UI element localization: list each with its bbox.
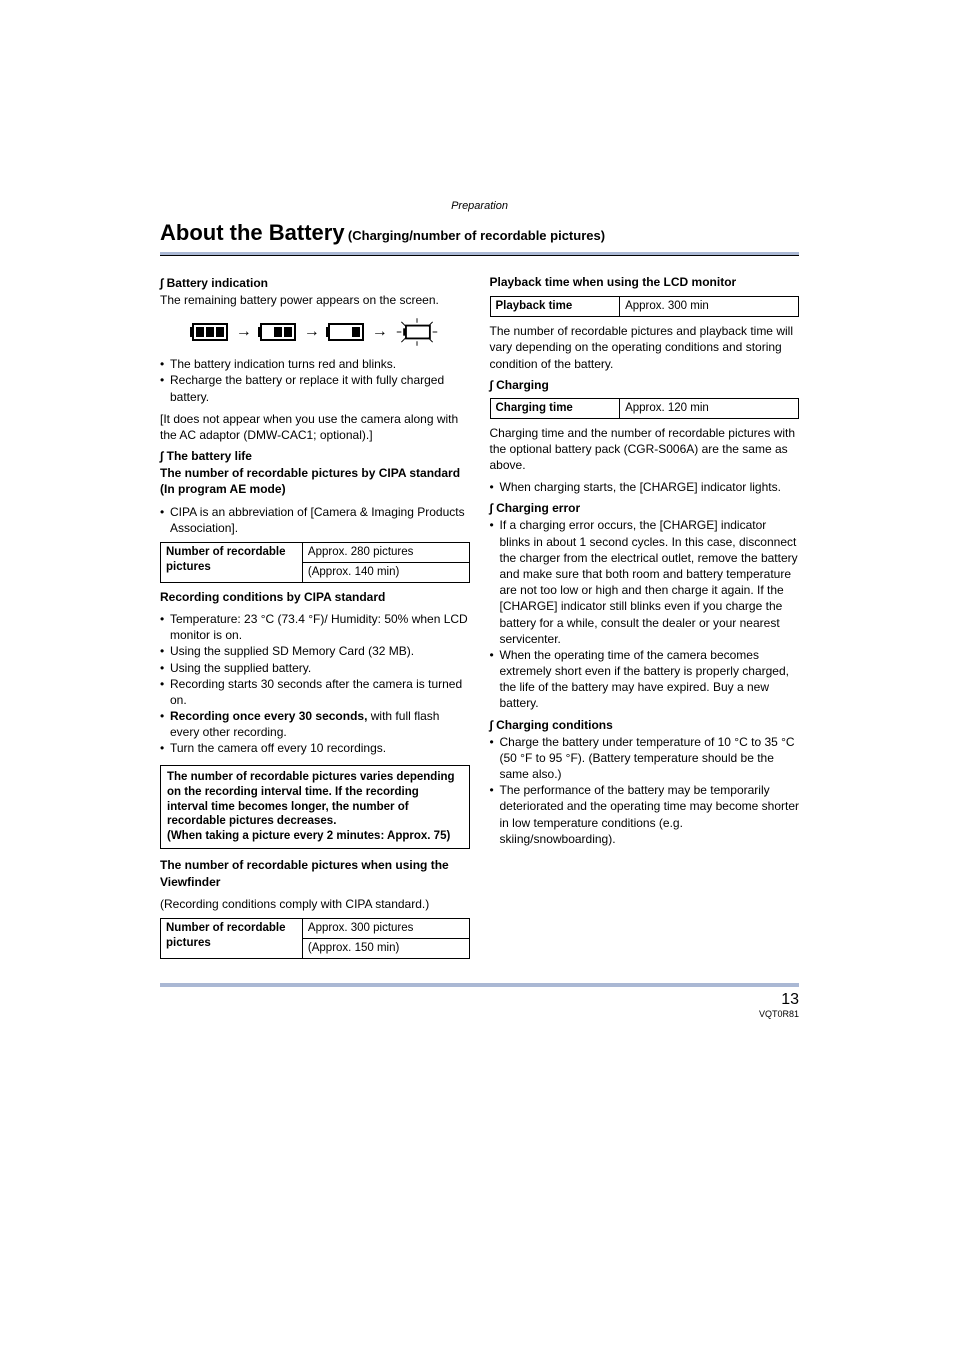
recordable-pictures-table-1: Number of recordable pictures Approx. 28… — [160, 542, 470, 583]
playback-note: The number of recordable pictures and pl… — [490, 323, 800, 372]
battery-one-third-icon — [326, 322, 366, 342]
varies-note-box: The number of recordable pictures varies… — [160, 765, 470, 850]
table-value: Approx. 280 pictures — [302, 542, 469, 562]
battery-indication-intro: The remaining battery power appears on t… — [160, 292, 470, 308]
table-label: Number of recordable pictures — [161, 918, 303, 958]
table-value: Approx. 300 min — [620, 297, 799, 317]
arrow-icon: → — [372, 323, 388, 341]
table-value: Approx. 300 pictures — [302, 918, 469, 938]
battery-life-subhead: The number of recordable pictures by CIP… — [160, 465, 470, 497]
playback-time-table: Playback time Approx. 300 min — [490, 296, 800, 317]
right-column: Playback time when using the LCD monitor… — [490, 272, 800, 965]
heading-charging-error: ∫ Charging error — [490, 501, 800, 515]
page-title: About the Battery (Charging/number of re… — [160, 220, 799, 246]
heading-charging-conditions: ∫ Charging conditions — [490, 718, 800, 732]
heading-battery-indication: ∫ Battery indication — [160, 276, 470, 290]
battery-two-thirds-icon — [258, 322, 298, 342]
viewfinder-sub: (Recording conditions comply with CIPA s… — [160, 896, 470, 912]
title-rule — [160, 252, 799, 256]
battery-indication-note: [It does not appear when you use the cam… — [160, 411, 470, 443]
title-main: About the Battery — [160, 220, 345, 245]
battery-full-icon — [190, 322, 230, 342]
section-header: Preparation — [160, 200, 799, 212]
battery-level-diagram: → → → — [160, 318, 470, 346]
table-value: (Approx. 140 min) — [302, 562, 469, 582]
charging-bullet: •When charging starts, the [CHARGE] indi… — [490, 479, 800, 495]
left-column: ∫ Battery indication The remaining batte… — [160, 272, 470, 965]
footer-rule — [160, 983, 799, 987]
table-label: Number of recordable pictures — [161, 542, 303, 582]
recordable-pictures-table-2: Number of recordable pictures Approx. 30… — [160, 918, 470, 959]
table-value: Approx. 120 min — [620, 398, 799, 418]
rec-cond-list: •Temperature: 23 °C (73.4 °F)/ Humidity:… — [160, 611, 470, 757]
arrow-icon: → — [304, 323, 320, 341]
charging-error-list: •If a charging error occurs, the [CHARGE… — [490, 517, 800, 711]
table-label: Charging time — [490, 398, 620, 418]
doc-code: VQT0R81 — [160, 1009, 799, 1019]
heading-charging: ∫ Charging — [490, 378, 800, 392]
footer: 13 VQT0R81 — [160, 991, 799, 1019]
heading-battery-life: ∫ The battery life — [160, 449, 470, 463]
charging-cond-list: •Charge the battery under temperature of… — [490, 734, 800, 847]
rec-cond-head: Recording conditions by CIPA standard — [160, 589, 470, 605]
battery-indication-bullets: •The battery indication turns red and bl… — [160, 356, 470, 405]
viewfinder-head: The number of recordable pictures when u… — [160, 857, 470, 889]
page-number: 13 — [160, 991, 799, 1009]
title-sub: (Charging/number of recordable pictures) — [348, 228, 605, 243]
charging-note: Charging time and the number of recordab… — [490, 425, 800, 474]
cipa-note: •CIPA is an abbreviation of [Camera & Im… — [160, 504, 470, 536]
playback-heading: Playback time when using the LCD monitor — [490, 274, 800, 290]
table-value: (Approx. 150 min) — [302, 938, 469, 958]
table-label: Playback time — [490, 297, 620, 317]
charging-time-table: Charging time Approx. 120 min — [490, 398, 800, 419]
arrow-icon: → — [236, 323, 252, 341]
battery-empty-blink-icon — [394, 318, 440, 346]
